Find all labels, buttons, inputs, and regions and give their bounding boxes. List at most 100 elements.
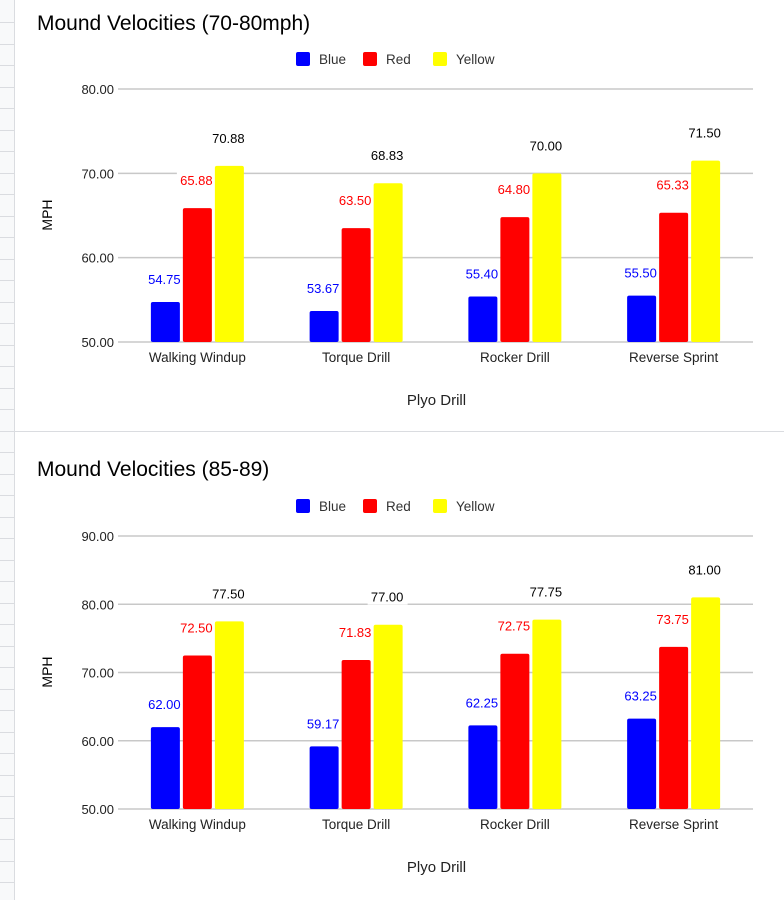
data-label-yellow: 81.00	[688, 562, 721, 577]
data-label-blue: 55.40	[466, 266, 499, 281]
bar-red	[182, 655, 212, 809]
data-label-yellow: 70.88	[212, 131, 245, 146]
data-label-red: 72.75	[498, 619, 531, 634]
data-label-red: 71.83	[339, 625, 372, 640]
data-label-blue: 62.25	[466, 695, 499, 710]
data-label-blue: 53.67	[307, 281, 340, 296]
legend-swatch-red	[363, 52, 377, 66]
bar-blue	[150, 727, 180, 809]
bar-yellow	[691, 160, 721, 342]
data-label-bg	[526, 583, 567, 600]
legend-swatch-red	[363, 499, 377, 513]
bar-red	[659, 646, 689, 809]
bar-red	[341, 660, 371, 809]
bar-yellow	[532, 173, 562, 342]
data-label-bg	[335, 192, 376, 209]
data-label-bg	[335, 624, 376, 641]
bar-yellow	[691, 597, 721, 809]
x-category-label: Torque Drill	[322, 817, 390, 832]
data-label-red: 65.88	[180, 173, 213, 188]
data-label-bg	[176, 619, 217, 636]
data-label-yellow: 77.00	[371, 590, 404, 605]
data-label-yellow: 70.00	[530, 138, 563, 153]
y-tick-label: 50.00	[81, 335, 114, 350]
y-tick-label: 80.00	[81, 597, 114, 612]
data-label-bg	[685, 561, 726, 578]
data-label-red: 63.50	[339, 193, 372, 208]
y-tick-label: 90.00	[81, 529, 114, 544]
bar-blue	[309, 746, 339, 809]
data-label-bg	[653, 176, 694, 193]
x-category-label: Reverse Sprint	[629, 350, 719, 365]
bar-yellow	[214, 621, 244, 809]
data-label-bg	[621, 264, 662, 281]
data-label-bg	[208, 129, 249, 146]
chart-panel-1[interactable]: Mound Velocities (70-80mph) Blue Red Yellow…	[15, 0, 784, 430]
spreadsheet-row-gutter	[0, 0, 15, 900]
bar-blue	[627, 718, 657, 809]
chart-title: Mound Velocities (70-80mph)	[37, 12, 310, 35]
legend-label-red: Red	[386, 499, 411, 514]
bar-blue	[468, 725, 498, 809]
legend-label-blue: Blue	[319, 499, 346, 514]
legend-label-red: Red	[386, 52, 411, 67]
chart-2: Mound Velocities (85-89) Blue Red Yellow 50.…	[37, 458, 753, 876]
data-label-blue: 63.25	[624, 689, 657, 704]
bar-red	[659, 212, 689, 342]
data-label-blue: 59.17	[307, 716, 340, 731]
bar-yellow	[373, 183, 403, 342]
legend-swatch-yellow	[433, 499, 447, 513]
chart-title: Mound Velocities (85-89)	[37, 458, 269, 481]
bar-yellow	[373, 624, 403, 809]
x-axis-label: Plyo Drill	[407, 392, 466, 409]
data-label-blue: 62.00	[148, 697, 181, 712]
data-label-red: 73.75	[656, 612, 689, 627]
legend-label-blue: Blue	[319, 52, 346, 67]
data-label-bg	[653, 610, 694, 627]
data-label-bg	[208, 585, 249, 602]
data-label-bg	[621, 687, 662, 704]
data-label-bg	[494, 181, 535, 198]
chart-1: Mound Velocities (70-80mph) Blue Red Yellow…	[37, 12, 753, 409]
bar-blue	[150, 301, 180, 342]
bar-yellow	[214, 165, 244, 342]
data-label-bg	[685, 124, 726, 141]
legend-swatch-blue	[296, 52, 310, 66]
data-label-bg	[526, 137, 567, 154]
data-label-bg	[462, 694, 503, 711]
data-label-bg	[494, 617, 535, 634]
x-axis-label: Plyo Drill	[407, 859, 466, 876]
x-category-label: Torque Drill	[322, 350, 390, 365]
bar-blue	[468, 296, 498, 342]
data-label-blue: 54.75	[148, 272, 181, 287]
bar-blue	[627, 295, 657, 342]
data-label-bg	[176, 172, 217, 189]
data-label-bg	[367, 588, 408, 605]
x-category-label: Rocker Drill	[480, 817, 550, 832]
data-label-bg	[144, 696, 185, 713]
y-tick-label: 70.00	[81, 166, 114, 181]
y-axis-label: MPH	[39, 656, 55, 687]
y-tick-label: 70.00	[81, 666, 114, 681]
legend-swatch-blue	[296, 499, 310, 513]
y-tick-label: 80.00	[81, 82, 114, 97]
x-category-label: Walking Windup	[149, 350, 246, 365]
panel-divider	[15, 431, 784, 432]
data-label-bg	[144, 270, 185, 287]
data-label-yellow: 68.83	[371, 148, 404, 163]
legend-label-yellow: Yellow	[456, 52, 495, 67]
legend-swatch-yellow	[433, 52, 447, 66]
legend-label-yellow: Yellow	[456, 499, 495, 514]
data-label-yellow: 77.50	[212, 586, 245, 601]
y-tick-label: 50.00	[81, 802, 114, 817]
chart-panel-2[interactable]: Mound Velocities (85-89) Blue Red Yellow 50.…	[15, 432, 784, 900]
data-label-red: 72.50	[180, 620, 213, 635]
x-category-label: Reverse Sprint	[629, 817, 719, 832]
data-label-bg	[303, 715, 344, 732]
data-label-yellow: 71.50	[688, 126, 721, 141]
data-label-red: 64.80	[498, 182, 531, 197]
bar-blue	[309, 311, 339, 342]
data-label-bg	[462, 265, 503, 282]
data-label-blue: 55.50	[624, 266, 657, 281]
x-category-label: Walking Windup	[149, 817, 246, 832]
